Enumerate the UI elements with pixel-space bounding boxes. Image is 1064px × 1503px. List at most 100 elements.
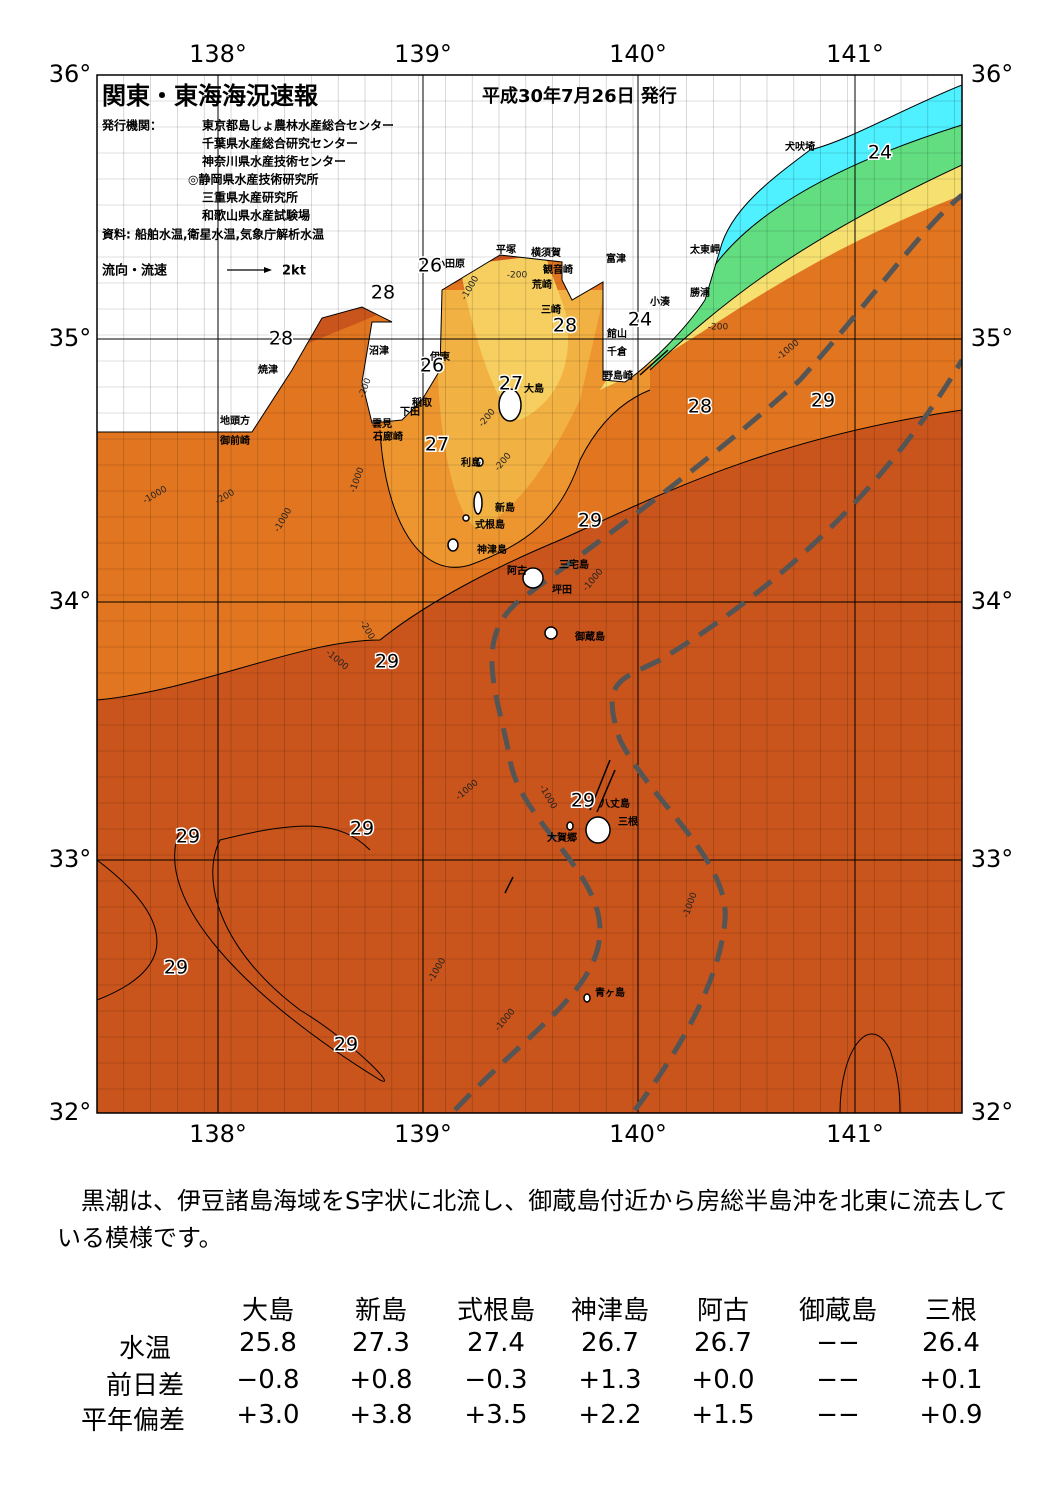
place-name: 式根島 [475,518,505,531]
depth-label: -200 [507,271,528,281]
lat-label: 36° [971,60,1014,88]
current-legend: 流向・流速 [102,263,167,279]
row-label: 前日差 [105,1371,185,1401]
isotherm-label: 29 [375,651,399,673]
current-scale: 2kt [282,264,306,279]
isotherm-label: 28 [553,315,577,337]
lat-label: 35° [971,324,1014,352]
table-cell: +3.8 [349,1400,413,1430]
place-name: 小湊 [649,295,671,308]
isotherm-label: 28 [371,282,395,304]
place-name: 利島 [461,456,481,469]
place-name: 稲取 [412,396,433,409]
sea-25 [460,255,568,420]
lat-label: 36° [49,60,92,88]
issuer-label: 発行機関： [101,118,162,133]
map-frame [96,74,963,1114]
place-name: 野島崎 [603,369,633,382]
depth-label: -200 [708,323,729,333]
current-arrows [504,349,669,894]
place-name: 御蔵島 [574,630,605,643]
sea-map: 138° 138° 139° 139° 140° 140° 141° 141° 36° 36° 35… [49,40,1014,1148]
row-label: 平年偏差 [80,1406,186,1436]
place-name: 八丈島 [599,797,630,810]
isotherm-label: 29 [334,1034,358,1056]
place-name: 勝浦 [690,286,710,299]
place-name: 平塚 [496,243,516,256]
table-cell: +0.8 [349,1365,413,1395]
place-name: 神津島 [477,543,507,556]
lat-label: 32° [971,1098,1014,1126]
lon-label: 139° [394,40,452,68]
table-cell: 26.4 [922,1328,980,1358]
issue-date: 平成30年7月26日 発行 [482,85,677,107]
table-cell: +3.0 [236,1400,300,1430]
table-cell: −0.8 [236,1365,300,1395]
map-title: 関東・東海海況速報 [102,82,319,110]
table-cell: +0.9 [919,1400,983,1430]
lon-label: 140° [609,40,667,68]
isotherm-label: 27 [425,434,449,456]
isotherm-label: 27 [499,373,523,395]
table-cell: 27.3 [352,1328,410,1358]
place-name: 沼津 [369,344,389,357]
place-name: 三根 [618,815,638,828]
lat-label: 33° [49,845,92,873]
place-name: 地頭方 [220,414,250,427]
place-name: 伊東 [429,350,450,363]
isotherm-label: 29 [164,957,188,979]
lon-label: 141° [826,1120,884,1148]
place-name: 大賀郷 [547,831,577,844]
isotherm-label: 24 [628,309,652,331]
map-area [97,75,962,1113]
place-name: 三崎 [541,303,561,316]
table-cell: 27.4 [467,1328,525,1358]
column-header: 新島 [354,1296,408,1326]
sea-22 [650,110,962,370]
place-name: 千倉 [607,345,628,358]
summary: 黒潮は、伊豆諸島海域をS字状に北流し、御蔵島付近から房総半島沖を北東に流去してい… [57,1187,1008,1252]
issuer: 東京都島しょ農林水産総合センター [202,118,394,133]
place-name: 新島 [495,501,515,514]
temperature-table: 大島 新島 式根島 神津島 阿古 御蔵島 三根 水温 25.8 27.3 27.4 26.7 26.7 −… [0,1290,1064,1440]
map-labels: 138° 138° 139° 139° 140° 140° 141° 141° 36° 36° 35… [49,40,1014,1148]
lon-label: 141° [826,40,884,68]
issuer: 千葉県水産総合研究センター [202,136,358,151]
place-name: 富津 [606,252,626,265]
issuer: 神奈川県水産技術センター [202,154,346,169]
column-header: 式根島 [456,1296,536,1326]
isotherm-label: 29 [350,818,374,840]
table-cell: +0.0 [691,1365,755,1395]
table-cell: +1.5 [691,1400,755,1430]
lon-label: 138° [189,40,247,68]
land [97,75,962,433]
place-name: 大島 [524,382,544,395]
issuer: ◎静岡県水産技術研究所 [188,172,318,187]
place-name: 観音崎 [543,263,573,276]
lon-label: 138° [189,1120,247,1148]
isotherm-label: 26 [418,255,442,277]
place-name: 横須賀 [531,246,561,259]
isotherm-label: 29 [578,510,602,532]
place-name: 青ヶ島 [595,986,625,999]
isotherm-label: 29 [571,790,595,812]
lat-label: 34° [971,587,1014,615]
issuer: 三重県水産研究所 [202,190,298,205]
kuroshio-axis [453,193,962,1112]
place-name: 下田 [400,406,420,418]
lon-label: 140° [609,1120,667,1148]
place-name: 焼津 [258,363,278,376]
place-name: 阿古 [507,564,527,577]
table-cell: −0.3 [464,1365,528,1395]
place-name: 犬吠埼 [785,140,815,153]
row-label: 水温 [118,1334,172,1364]
data-source: 資料: 船舶水温,衛星水温,気象庁解析水温 [102,227,324,242]
isotherm-label: 26 [420,355,444,377]
place-name: 小田原 [434,257,465,270]
place-name: 荒崎 [531,278,552,291]
place-name: 太東岬 [689,243,720,256]
lon-label: 139° [394,1120,452,1148]
place-name: 坪田 [552,583,572,596]
isotherm-label: 29 [811,390,835,412]
